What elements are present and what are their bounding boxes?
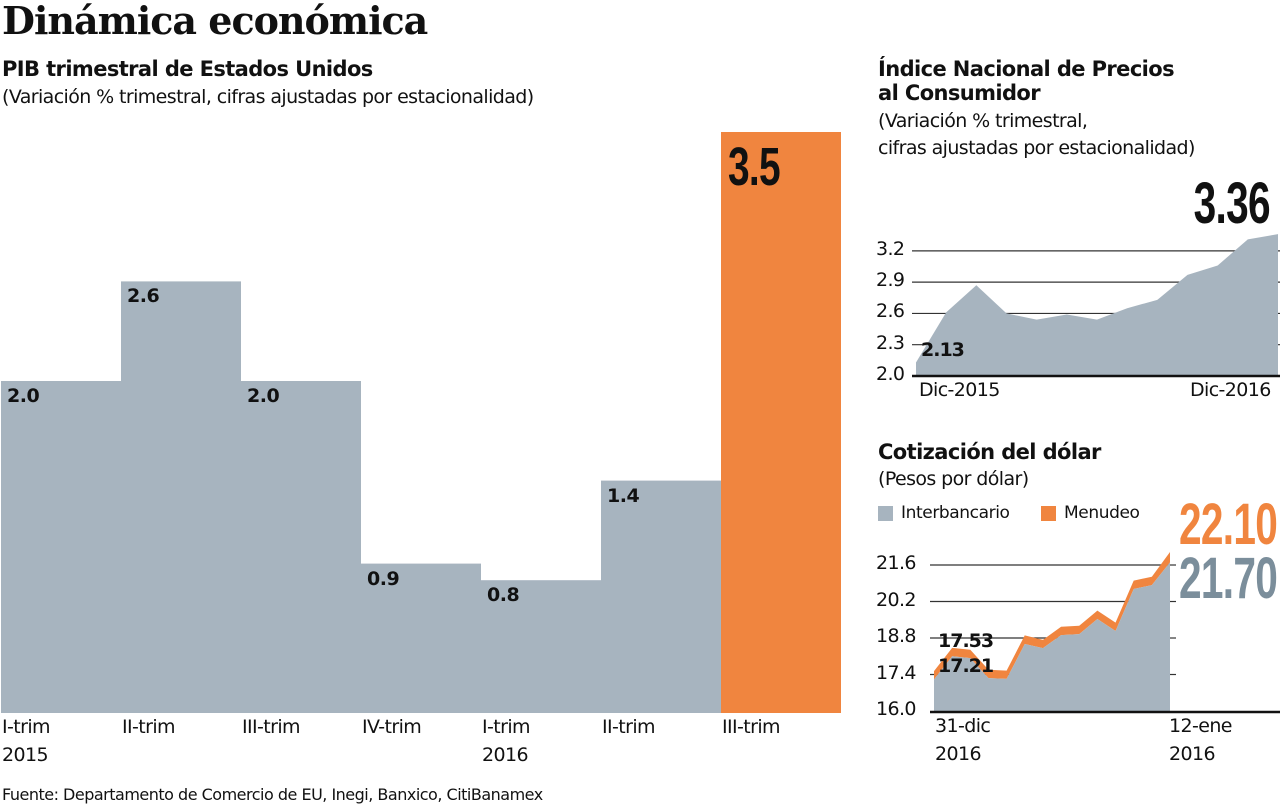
dolar-y-tick-label: 17.4 [876,661,917,684]
pib-bar [1,381,121,713]
pib-bar-value-label: 2.0 [247,385,280,407]
pib-chart-title: PIB trimestral de Estados Unidos [2,57,373,81]
pib-bar-value-label: 2.6 [127,285,160,308]
pib-bar-value-label: 3.5 [728,137,781,197]
source-footer: Fuente: Departamento de Comercio de EU, … [2,785,543,804]
inpc-y-tick-label: 3.2 [876,237,905,260]
inpc-x-tick-label: Dic-2016 [1190,379,1271,401]
inpc-chart-title: Índice Nacional de Precios al Consumidor [878,57,1175,105]
pib-x-tick-label: III-trim [722,716,781,738]
inpc-y-tick-label: 2.6 [876,300,905,323]
dolar-chart-subtitle: (Pesos por dólar) [878,468,1029,490]
pib-bar [721,132,841,713]
inpc-chart-subtitle: (Variación % trimestral, cifras ajustada… [878,110,1195,159]
menudeo-start-value-label: 17.53 [938,630,994,652]
inpc-x-tick-label: Dic-2015 [919,379,1000,401]
pib-bar-value-label: 2.0 [7,385,40,407]
pib-bar [361,563,481,713]
inpc-end-value-label: 3.36 [1193,171,1271,236]
pib-x-tick-label: II-trim [602,716,656,738]
dolar-chart-title: Cotización del dólar [878,440,1101,464]
pib-bar [481,580,601,713]
inpc-start-value-label: 2.13 [921,339,965,361]
pib-x-tick-label: II-trim [122,716,176,738]
dolar-y-tick-label: 21.6 [876,552,917,574]
interbancario-start-value-label: 17.21 [938,655,994,677]
page-title: Dinámica económica [2,0,428,43]
legend-label: Menudeo [1064,503,1140,523]
legend-item-menudeo: Menudeo [1041,503,1140,523]
inpc-y-tick-label: 2.9 [876,269,905,292]
legend-item-interbancario: Interbancario [878,503,1010,523]
pib-bar-value-label: 0.9 [367,567,400,590]
inpc-area [916,234,1278,376]
pib-x-tick-label: IV-trim [362,716,422,738]
inpc-y-tick-label: 2.0 [876,363,905,385]
dolar-y-tick-label: 20.2 [876,588,917,611]
interbancario-end-value-label: 21.70 [1178,546,1278,611]
pib-bar-value-label: 0.8 [487,584,520,607]
pib-bar-value-label: 1.4 [607,484,640,507]
pib-x-tick-label: I-trim 2015 [2,716,51,766]
dolar-y-tick-label: 18.8 [876,625,917,647]
dolar-x-tick-label: 31-dic 2016 [935,715,991,765]
inpc-y-tick-label: 2.3 [876,331,905,354]
legend-label: Interbancario [901,503,1010,523]
pib-x-tick-label: I-trim 2016 [482,716,531,766]
dolar-y-tick-label: 16.0 [876,698,917,720]
pib-bar [241,381,361,713]
legend-swatch-orange [1041,505,1056,521]
menudeo-end-value-label: 22.10 [1178,492,1278,557]
legend-swatch-gray [878,505,893,521]
pib-chart-subtitle: (Variación % trimestral, cifras ajustada… [2,86,534,108]
pib-bar [121,281,241,713]
pib-x-tick-label: III-trim [242,716,301,738]
pib-bar [601,480,721,713]
dolar-x-tick-label: 12-ene 2016 [1169,715,1232,765]
interbancario-area [934,562,1170,711]
